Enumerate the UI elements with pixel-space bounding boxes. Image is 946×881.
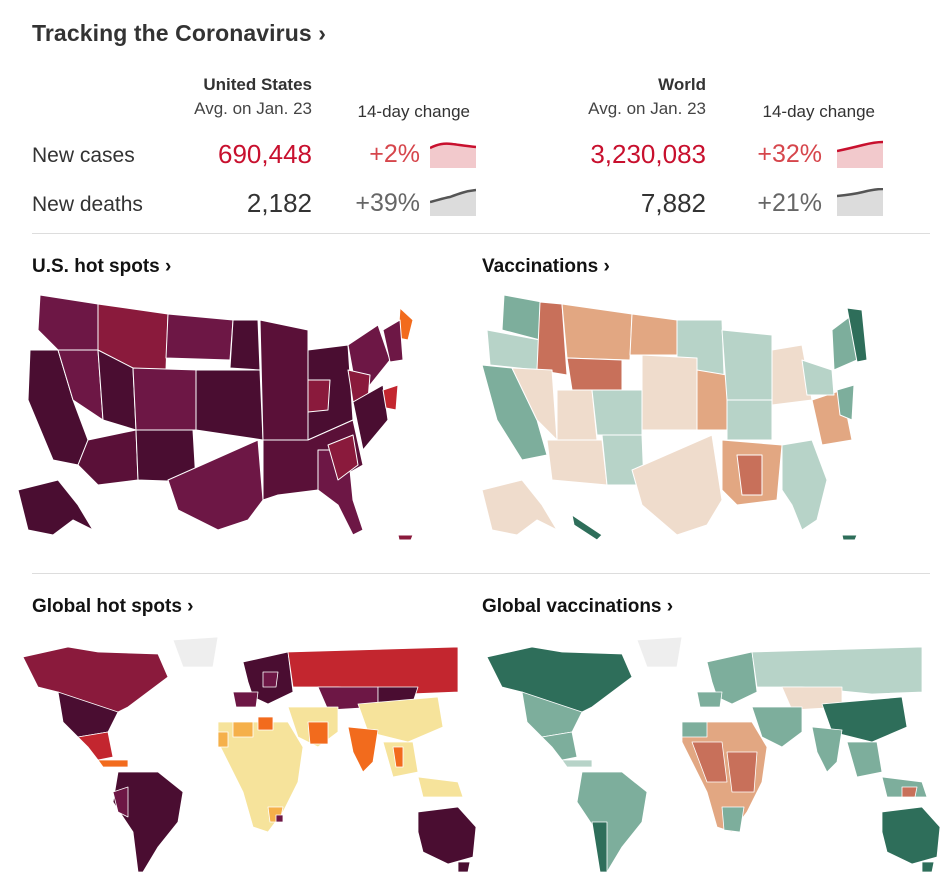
world-deaths-sparkline <box>837 188 883 216</box>
global-hotspots-map[interactable] <box>18 632 478 877</box>
global-hotspots-link[interactable]: Global hot spots › <box>32 596 194 617</box>
us-heading: United States <box>203 75 312 94</box>
us-column-header: United States Avg. on Jan. 23 <box>160 75 312 119</box>
us-date: Avg. on Jan. 23 <box>194 99 312 118</box>
global-vaccinations-link[interactable]: Global vaccinations › <box>482 596 674 617</box>
world-change-header: 14-day change <box>762 102 875 121</box>
vaccinations-link[interactable]: Vaccinations › <box>482 256 610 277</box>
world-column-header: World Avg. on Jan. 23 <box>555 75 706 119</box>
us-deaths-value: 2,182 <box>246 188 312 218</box>
world-cases-sparkline <box>837 140 883 168</box>
world-deaths-change: +21% <box>757 189 822 217</box>
page-title[interactable]: Tracking the Coronavirus › <box>32 20 326 46</box>
divider-top <box>32 233 930 234</box>
us-hotspots-link[interactable]: U.S. hot spots › <box>32 256 172 277</box>
us-cases-change: +2% <box>369 140 420 168</box>
us-deaths-change: +39% <box>355 189 420 217</box>
world-deaths-value: 7,882 <box>640 188 706 218</box>
world-cases-change: +32% <box>757 140 822 168</box>
us-hotspots-map[interactable] <box>18 290 418 545</box>
world-date: Avg. on Jan. 23 <box>588 99 706 118</box>
stats-panel: United States Avg. on Jan. 23 14-day cha… <box>0 72 946 222</box>
us-cases-value: 690,448 <box>218 139 312 169</box>
new-deaths-label: New deaths <box>32 193 143 216</box>
us-cases-sparkline <box>430 142 476 168</box>
us-deaths-sparkline <box>430 188 476 216</box>
global-vaccinations-map[interactable] <box>482 632 942 877</box>
new-cases-label: New cases <box>32 144 135 167</box>
world-cases-value: 3,230,083 <box>590 139 706 169</box>
us-change-header: 14-day change <box>357 102 470 121</box>
divider-bottom <box>32 573 930 574</box>
us-vaccinations-map[interactable] <box>482 290 882 545</box>
world-heading: World <box>658 75 706 94</box>
